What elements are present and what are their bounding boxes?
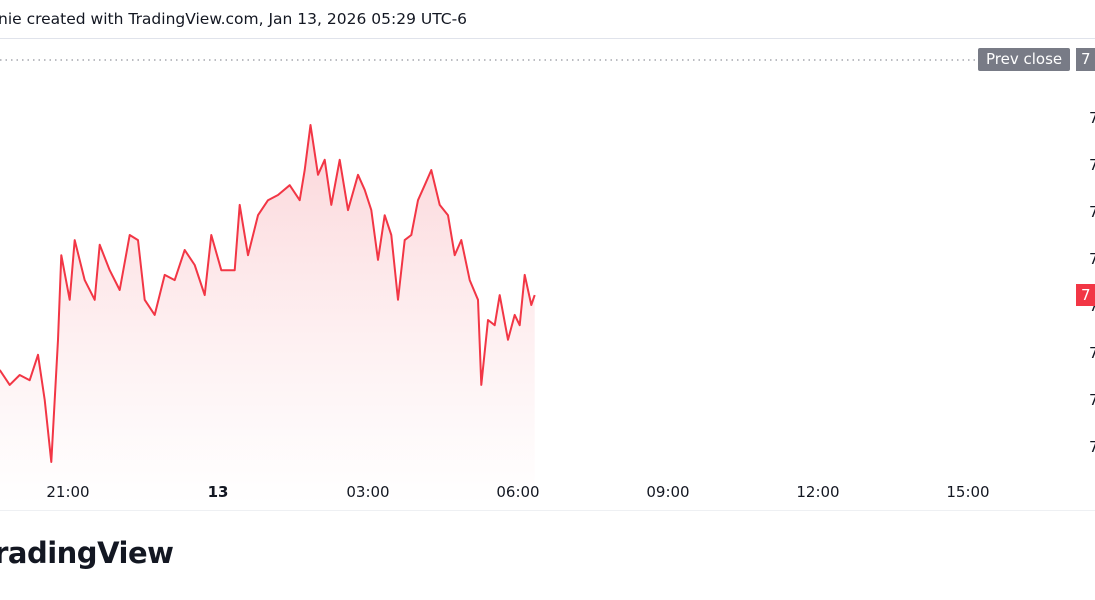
price-area-fill [0,125,535,505]
x-tick-label: 03:00 [346,483,389,501]
y-tick-label: 7 [1089,438,1095,456]
y-tick-label: 7 [1089,203,1095,221]
header-divider [0,38,1095,39]
x-tick-label: 15:00 [946,483,989,501]
y-tick-label: 7 [1089,156,1095,174]
x-tick-label: 13 [208,483,229,501]
price-line [0,124,536,463]
chart-header-caption: nie created with TradingView.com, Jan 13… [0,10,468,28]
y-tick-label: 7 [1089,297,1095,315]
y-tick-label: 7 [1089,344,1095,362]
y-tick-label: 7 [1089,250,1095,268]
x-tick-label: 06:00 [496,483,539,501]
x-tick-label: 12:00 [796,483,839,501]
prev-close-value: 7 [1076,48,1095,71]
y-tick-label: 7 [1089,391,1095,409]
x-tick-label: 21:00 [46,483,89,501]
tradingview-logo: TradingView [0,536,174,570]
prev-close-label: Prev close [978,48,1071,71]
current-price-badge: 7 [1076,284,1095,306]
y-tick-label: 7 [1089,109,1095,127]
bottom-divider [0,510,1095,511]
x-tick-label: 09:00 [646,483,689,501]
